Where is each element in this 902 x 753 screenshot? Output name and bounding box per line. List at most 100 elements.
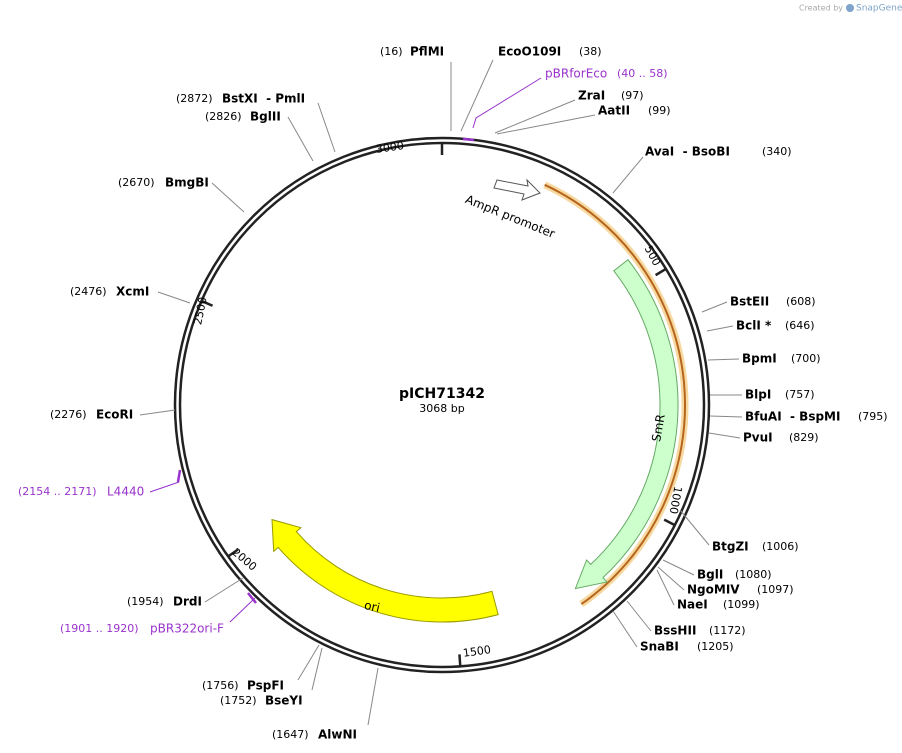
- site-position: (2476): [70, 285, 107, 298]
- primer-mark: [462, 137, 475, 142]
- logo: [846, 4, 854, 12]
- ring-tick-label: 2000: [229, 546, 259, 574]
- site-position: (1954): [127, 595, 164, 608]
- site-position: (1756): [202, 679, 239, 692]
- site-position: (16): [380, 45, 403, 58]
- ring-tick: [201, 299, 214, 307]
- site-name: BpmI: [742, 352, 777, 366]
- feature-label: AmpR promoter: [463, 192, 557, 241]
- site-position: (2276): [50, 408, 87, 421]
- primer-leader: [472, 77, 542, 129]
- site-name: AvaI - BsoBI: [645, 145, 730, 159]
- site-position: (2670): [118, 176, 155, 189]
- ring-tick-label: 3000: [375, 139, 405, 156]
- created-by: Created by: [799, 4, 843, 13]
- primer-leader: [229, 597, 256, 623]
- ring-tick-label: 2500: [191, 296, 210, 326]
- site-leader: [494, 99, 576, 134]
- feature-arrow: [574, 258, 679, 590]
- site-leader: [367, 667, 379, 726]
- site-position: (646): [785, 319, 815, 332]
- site-position: (757): [785, 388, 815, 401]
- ring-tick-label: 500: [642, 243, 663, 268]
- site-leader: [460, 59, 494, 132]
- site-name: BstEII: [730, 295, 769, 309]
- site-leader: [297, 644, 320, 681]
- site-leader: [612, 610, 638, 648]
- plasmid-length: 3068 bp: [419, 402, 464, 415]
- primer-range: (40 .. 58): [617, 67, 668, 80]
- site-leader: [709, 415, 743, 418]
- ring-tick: [663, 518, 676, 527]
- site-name: NgoMIV: [687, 583, 740, 597]
- site-name: BmgBI: [165, 176, 209, 190]
- site-leader: [157, 291, 191, 304]
- site-name: BlpI: [745, 388, 771, 402]
- site-leader: [701, 301, 728, 313]
- site-name: BglII: [250, 110, 281, 124]
- app-name: SnapGene: [856, 4, 902, 14]
- site-name: SnaBI: [640, 640, 679, 654]
- site-name: AlwNI: [318, 728, 357, 742]
- site-leader: [211, 182, 245, 213]
- site-leader: [496, 114, 596, 135]
- primer-mark: [176, 469, 182, 483]
- site-position: (1097): [757, 583, 794, 596]
- site-leader: [707, 358, 740, 361]
- site-name: BglI: [697, 568, 723, 582]
- primer-mark: [247, 592, 257, 604]
- site-leader: [612, 156, 644, 194]
- ring-tick: [458, 654, 462, 667]
- primer-range: (1901 .. 1920): [60, 622, 139, 635]
- site-position: (1647): [272, 728, 309, 741]
- site-name: BclI *: [736, 319, 772, 333]
- site-position: (99): [648, 104, 671, 117]
- site-leader: [708, 432, 741, 439]
- site-leader: [662, 559, 695, 576]
- site-leader: [679, 509, 710, 546]
- site-position: (340): [762, 145, 792, 158]
- site-leader: [656, 569, 675, 606]
- site-position: (795): [858, 410, 888, 423]
- ring-tick: [227, 548, 239, 558]
- site-position: (38): [579, 45, 602, 58]
- site-name: PspFI: [247, 679, 284, 693]
- site-position: (97): [621, 89, 644, 102]
- primer-name: pBRforEco: [545, 67, 607, 81]
- site-position: (1752): [220, 694, 257, 707]
- site-position: (700): [791, 352, 821, 365]
- site-position: (1006): [762, 540, 799, 553]
- site-name: BseYI: [265, 694, 303, 708]
- site-name: EcoRI: [96, 408, 133, 422]
- site-leader: [204, 577, 244, 603]
- site-leader: [657, 566, 685, 591]
- ring-tick-label: 1500: [462, 643, 492, 660]
- site-position: (1099): [723, 598, 760, 611]
- site-name: EcoO109I: [498, 45, 561, 59]
- ring-outer: [173, 136, 711, 674]
- site-leader: [317, 102, 336, 153]
- feature-arrow: [493, 178, 541, 201]
- primer-name: L4440: [107, 485, 144, 499]
- site-position: (2872): [176, 92, 213, 105]
- site-name: BtgZI: [712, 540, 749, 554]
- site-position: (608): [786, 295, 816, 308]
- feature-label: ori: [363, 598, 381, 615]
- site-name: AatII: [598, 104, 630, 118]
- site-name: BfuAI - BspMI: [745, 410, 840, 424]
- site-leader: [139, 409, 176, 416]
- feature-arrow: [271, 518, 499, 623]
- ring-tick: [654, 267, 667, 277]
- site-name: PflMI: [410, 45, 444, 59]
- site-position: (2826): [205, 110, 242, 123]
- site-position: (1172): [709, 624, 746, 637]
- site-position: (1205): [697, 640, 734, 653]
- site-leader: [287, 116, 314, 162]
- site-position: (1080): [735, 568, 772, 581]
- site-leader: [626, 600, 652, 632]
- site-leader: [706, 325, 734, 332]
- plasmid-name: pICH71342: [399, 386, 485, 402]
